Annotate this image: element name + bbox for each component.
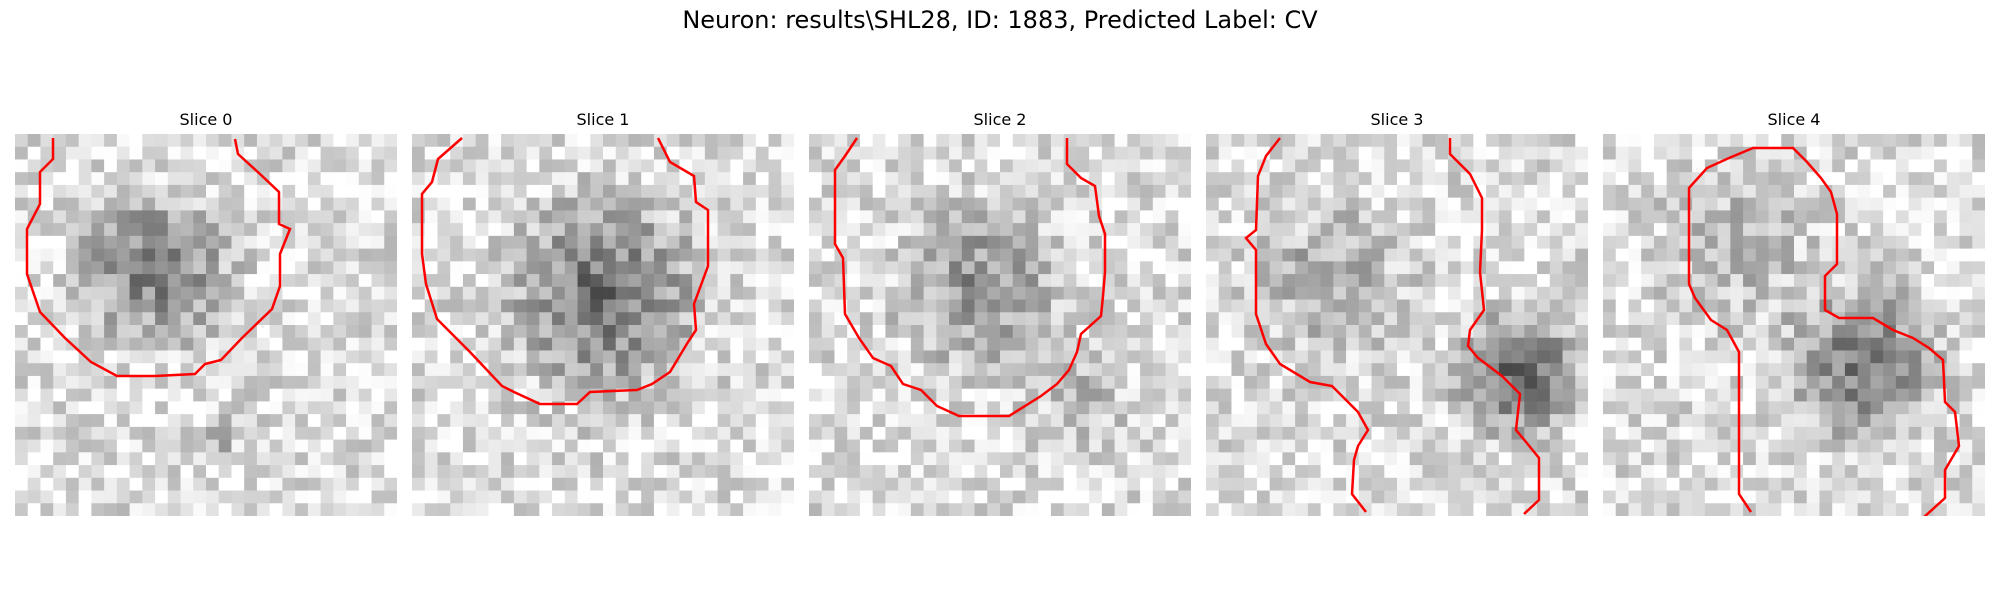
figure-title: Neuron: results\SHL28, ID: 1883, Predict… (682, 6, 1318, 34)
slice-title-0: Slice 0 (179, 110, 233, 129)
slice-image-2 (809, 134, 1191, 516)
slice-image-0 (15, 134, 397, 516)
slice-title-4: Slice 4 (1767, 110, 1821, 129)
neuron-contour-3 (1244, 137, 1370, 513)
slice-title-3: Slice 3 (1370, 110, 1424, 129)
neuron-contour-2 (833, 137, 1107, 418)
slice-title-2: Slice 2 (973, 110, 1027, 129)
slice-image-4 (1603, 134, 1985, 516)
neuron-contour-0 (25, 138, 292, 378)
neuron-contour-1 (420, 137, 710, 406)
neuron-contour-4 (1687, 146, 1961, 516)
slice-title-1: Slice 1 (576, 110, 630, 129)
slice-image-3 (1206, 134, 1588, 516)
neuron-contour-3b (1448, 138, 1541, 515)
slice-image-1 (412, 134, 794, 516)
